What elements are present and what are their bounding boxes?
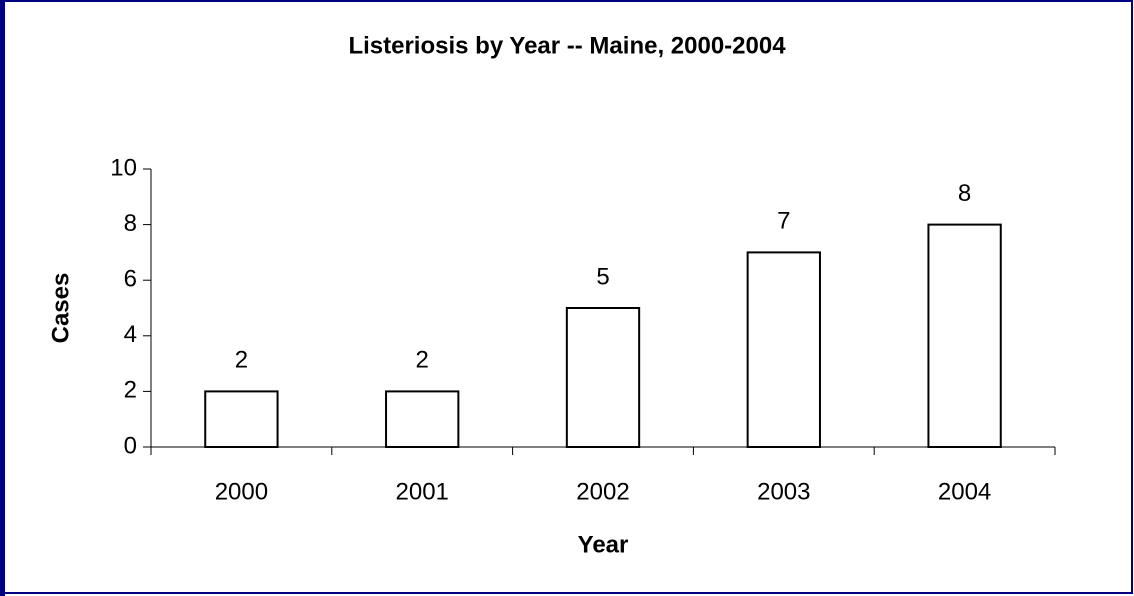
y-tick-label: 2 xyxy=(124,377,137,404)
data-label: 5 xyxy=(596,263,609,290)
data-label: 8 xyxy=(958,180,971,207)
bar xyxy=(746,251,821,448)
chart-title: Listeriosis by Year -- Maine, 2000-2004 xyxy=(348,32,786,59)
y-tick-label: 4 xyxy=(124,321,137,348)
x-tick-label: 2002 xyxy=(576,478,629,505)
x-tick-label: 2001 xyxy=(396,478,449,505)
y-tick-label: 0 xyxy=(124,432,137,459)
y-tick-label: 8 xyxy=(124,210,137,237)
data-label: 2 xyxy=(235,347,248,374)
x-axis-label: Year xyxy=(578,531,629,558)
frame-left-edge xyxy=(0,0,5,596)
bar xyxy=(927,223,1002,448)
y-axis-label: Cases xyxy=(47,273,74,344)
y-tick-label: 6 xyxy=(124,266,137,293)
y-tick-label: 10 xyxy=(110,154,137,181)
x-tick-label: 2000 xyxy=(215,478,268,505)
data-label: 7 xyxy=(777,208,790,235)
x-tick-label: 2003 xyxy=(757,478,810,505)
data-label: 2 xyxy=(416,347,429,374)
bar xyxy=(385,390,460,448)
bar xyxy=(204,390,279,448)
bar xyxy=(565,307,641,448)
x-tick-label: 2004 xyxy=(938,478,991,505)
